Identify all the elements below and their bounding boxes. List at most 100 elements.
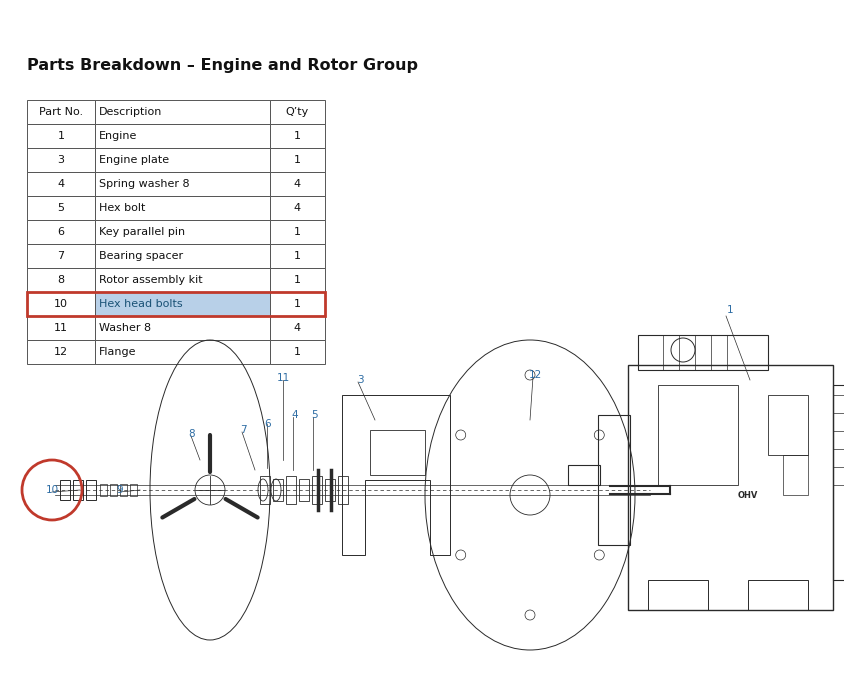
Bar [768,395,808,455]
Bar [27,292,95,316]
Bar [110,484,117,496]
Text: 12: 12 [54,347,68,357]
Bar [86,480,96,500]
Text: 12: 12 [528,370,542,380]
Bar [95,124,270,148]
Bar [100,484,107,496]
Text: 4: 4 [294,203,301,213]
Text: 1: 1 [294,155,301,165]
Bar [27,340,95,364]
Text: 1: 1 [294,347,301,357]
Bar [270,196,325,220]
Bar [27,148,95,172]
Text: Flange: Flange [99,347,137,357]
Bar [648,580,708,610]
Bar [27,100,95,124]
Bar [270,268,325,292]
Text: Part No.: Part No. [39,107,83,117]
Bar [130,484,137,496]
Bar [27,172,95,196]
Bar [95,172,270,196]
Bar [312,476,322,504]
Bar [27,268,95,292]
Bar [270,220,325,244]
Text: 4: 4 [294,323,301,333]
Bar [270,316,325,340]
Text: 1: 1 [57,131,64,141]
Text: Engine: Engine [99,131,138,141]
Text: 4: 4 [292,410,298,420]
Text: 1: 1 [294,131,301,141]
Bar [270,100,325,124]
Bar [95,340,270,364]
Text: 6: 6 [57,227,64,237]
Bar [628,365,833,610]
Bar [27,292,325,316]
Bar [27,220,95,244]
Bar [325,479,335,501]
Text: 5: 5 [311,410,318,420]
Bar [748,580,808,610]
Text: 1: 1 [294,251,301,261]
Bar [286,476,296,504]
Text: Engine plate: Engine plate [99,155,169,165]
Text: Hex bolt: Hex bolt [99,203,145,213]
Text: Key parallel pin: Key parallel pin [99,227,185,237]
Bar [73,480,83,500]
Text: 10: 10 [46,485,58,495]
Text: Bearing spacer: Bearing spacer [99,251,183,261]
Bar [299,479,309,501]
Bar [338,476,348,504]
Bar [95,148,270,172]
Bar [95,268,270,292]
Text: Spring washer 8: Spring washer 8 [99,179,190,189]
Bar [270,292,325,316]
Text: 1: 1 [294,227,301,237]
Text: 8: 8 [57,275,64,285]
Bar [270,148,325,172]
Bar [95,100,270,124]
Bar [95,292,270,316]
Bar [27,124,95,148]
Bar [638,335,768,370]
Text: 4: 4 [294,179,301,189]
Bar [568,465,600,485]
Bar [270,340,325,364]
Text: Hex head bolts: Hex head bolts [99,299,182,309]
Bar [95,244,270,268]
Bar [95,220,270,244]
Bar [270,124,325,148]
Text: 6: 6 [265,419,271,429]
Text: OHV: OHV [738,490,758,500]
Text: Rotor assembly kit: Rotor assembly kit [99,275,203,285]
Bar [95,316,270,340]
Text: 1: 1 [294,275,301,285]
Text: 7: 7 [240,425,246,435]
Text: Description: Description [99,107,162,117]
Bar [270,244,325,268]
Text: 1: 1 [727,305,733,315]
Bar [658,385,738,485]
Text: 11: 11 [54,323,68,333]
Text: 3: 3 [57,155,64,165]
Bar [783,455,808,495]
Bar [260,476,270,504]
Text: Washer 8: Washer 8 [99,323,151,333]
Bar [598,415,630,545]
Text: Parts Breakdown – Engine and Rotor Group: Parts Breakdown – Engine and Rotor Group [27,58,418,73]
Bar [270,172,325,196]
Bar [27,316,95,340]
Bar [27,244,95,268]
Text: Q’ty: Q’ty [286,107,309,117]
Text: 4: 4 [57,179,64,189]
Bar [60,480,70,500]
Bar [273,479,283,501]
Bar [27,196,95,220]
Text: 9: 9 [116,485,123,495]
Bar [370,430,425,475]
Text: 8: 8 [189,429,195,439]
Text: 5: 5 [57,203,64,213]
Text: 1: 1 [294,299,301,309]
Text: 10: 10 [54,299,68,309]
Text: 11: 11 [276,373,289,383]
